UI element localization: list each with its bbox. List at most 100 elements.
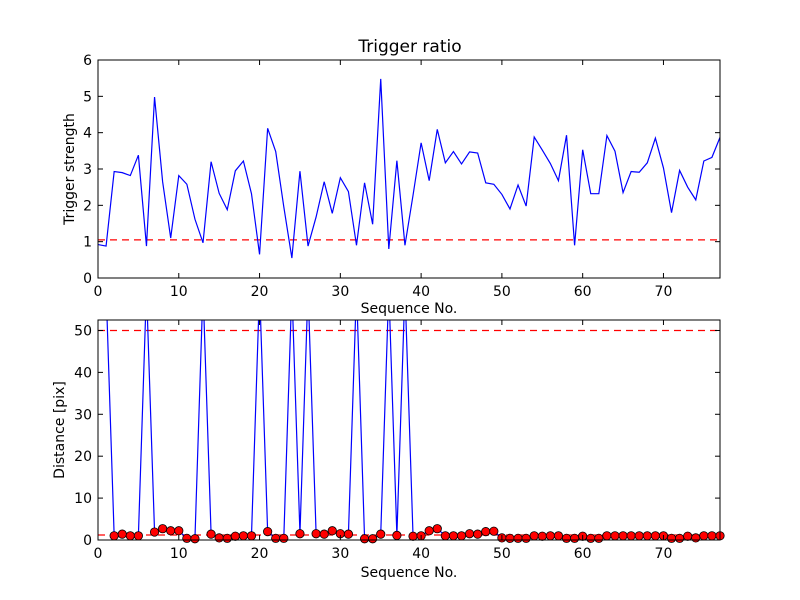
distance-data-point: [602, 531, 612, 541]
trigger-axes-frame: [97, 59, 721, 279]
distance-data-point: [473, 529, 483, 539]
distance-x-tick-label: 10: [170, 546, 188, 562]
distance-data-point: [222, 533, 232, 543]
distance-data-point: [569, 533, 580, 543]
distance-x-tick-label: 50: [493, 546, 511, 562]
trigger-x-tick-label: 20: [251, 284, 269, 300]
distance-y-tick-label: 40: [74, 365, 92, 381]
distance-y-tick-label: 50: [74, 323, 92, 339]
distance-x-tick-label: 40: [412, 546, 430, 562]
distance-data-point: [432, 524, 442, 534]
distance-data-point: [230, 531, 240, 541]
trigger-x-tick-label: 50: [493, 284, 511, 300]
distance-data-point: [521, 533, 531, 543]
distance-data-point: [666, 533, 677, 543]
distance-data-point: [481, 527, 491, 537]
distance-data-point: [263, 527, 273, 537]
distance-data-point: [586, 533, 596, 543]
distance-data-point: [553, 531, 564, 541]
distance-x-tick-label: 70: [655, 546, 673, 562]
distance-data-point: [545, 531, 555, 541]
distance-axes-frame: [97, 319, 721, 541]
distance-data-point: [691, 533, 701, 543]
distance-data-point: [174, 526, 184, 536]
distance-data-point: [343, 529, 354, 539]
distance-y-tick-label: 30: [74, 407, 92, 423]
trigger-x-tick-label: 60: [574, 284, 592, 300]
distance-data-point: [133, 531, 143, 541]
trigger-x-tick-label: 10: [170, 284, 188, 300]
trigger-y-tick-label: 3: [83, 162, 92, 178]
distance-data-point: [149, 527, 160, 537]
distance-data-point: [650, 531, 660, 541]
distance-data-point: [166, 526, 176, 536]
distance-data-point: [125, 531, 135, 541]
distance-y-tick-label: 20: [74, 449, 92, 465]
distance-data-point: [707, 531, 717, 541]
distance-axis-ticks: 0 10 20 30 40 50 60 70 0 10 20 30 40 50: [74, 320, 720, 562]
distance-data-point: [319, 529, 329, 539]
distance-data-point: [448, 531, 459, 541]
distance-data-point: [158, 524, 168, 534]
trigger-y-tick-label: 4: [83, 126, 92, 142]
distance-data-point: [295, 529, 305, 539]
trigger-x-tick-label: 40: [412, 284, 430, 300]
distance-data-point: [279, 533, 289, 543]
distance-data-point: [408, 531, 418, 541]
trigger-x-tick-label: 70: [655, 284, 673, 300]
trigger-series-line: [98, 78, 720, 259]
distance-y-tick-label: 10: [74, 491, 92, 507]
distance-data-point: [182, 533, 192, 543]
distance-x-tick-label: 20: [251, 546, 269, 562]
distance-data-point: [271, 533, 281, 543]
distance-data-point: [529, 531, 539, 541]
distance-data-point: [206, 529, 216, 539]
distance-data-point: [683, 531, 693, 541]
distance-data-point: [537, 531, 547, 541]
distance-data-point: [246, 531, 257, 541]
trigger-y-tick-label: 6: [83, 53, 92, 69]
distance-data-point: [626, 531, 636, 541]
trigger-plot-area: [98, 78, 720, 259]
distance-data-point: [634, 531, 644, 541]
distance-data-point: [214, 533, 224, 543]
distance-y-tick-label: 0: [83, 533, 92, 549]
trigger-x-tick-label: 0: [94, 284, 103, 300]
trigger-axis-ticks: 0 10 20 30 40 50 60 70 0 1 2 3 4 5 6: [83, 53, 720, 300]
distance-data-point: [699, 531, 709, 541]
chart-title: Trigger ratio: [357, 37, 461, 57]
distance-data-point: [109, 531, 119, 541]
distance-x-tick-label: 0: [94, 546, 103, 562]
distance-data-point: [424, 526, 434, 536]
distance-data-point: [505, 533, 515, 543]
distance-x-tick-label: 60: [574, 546, 592, 562]
trigger-ratio-chart: Trigger ratio 0 10 20 30 40 50 60 70 0 1 2 3 4 5 6 Seq…: [62, 37, 721, 317]
distance-data-point: [238, 531, 249, 541]
trigger-y-tick-label: 5: [83, 89, 92, 105]
distance-data-point: [464, 529, 475, 539]
distance-data-point: [489, 526, 499, 536]
distance-x-axis-label: Sequence No.: [361, 565, 458, 581]
distance-data-point: [618, 531, 628, 541]
distance-data-point: [359, 534, 370, 544]
distance-data-point: [594, 533, 604, 543]
distance-data-point: [642, 531, 652, 541]
trigger-x-tick-label: 30: [331, 284, 349, 300]
distance-data-point: [456, 531, 467, 541]
distance-data-point: [561, 533, 572, 543]
trigger-y-tick-label: 0: [83, 271, 92, 287]
distance-x-tick-label: 30: [331, 546, 349, 562]
distance-data-point: [190, 534, 200, 544]
distance-data-point: [513, 533, 523, 543]
distance-data-point: [327, 526, 337, 536]
trigger-y-tick-label: 2: [83, 198, 92, 214]
distance-data-point: [311, 529, 321, 539]
distance-data-point: [392, 530, 402, 540]
distance-data-point: [440, 531, 450, 541]
distance-data-point: [376, 529, 386, 539]
trigger-x-axis-label: Sequence No.: [361, 301, 458, 317]
trigger-y-tick-label: 1: [83, 235, 92, 251]
